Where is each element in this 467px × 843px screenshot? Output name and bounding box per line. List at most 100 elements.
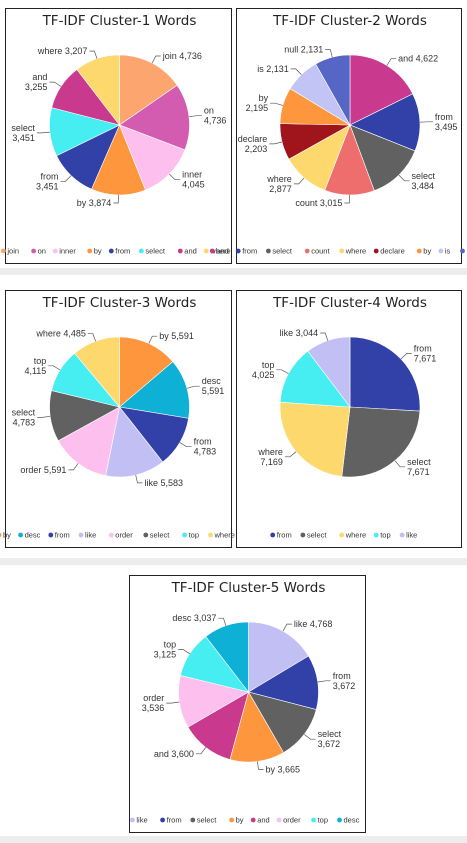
data-label-from: from 3,672 <box>333 671 356 691</box>
pie-slice-where <box>279 401 351 477</box>
legend-marker <box>130 817 135 823</box>
legend-marker <box>139 248 144 254</box>
legend-item-select: select <box>190 816 217 825</box>
chart-title: TF-IDF Cluster-3 Words <box>42 295 197 311</box>
legend-item-desc: desc <box>18 531 41 540</box>
legend-label: inner <box>59 247 76 256</box>
data-label-like: like 3,044 <box>280 328 319 338</box>
data-label-and: and 3,255 <box>25 72 48 92</box>
pie-slice-top <box>279 350 351 408</box>
data-label-select: select 7,671 <box>407 457 431 477</box>
legend-marker <box>182 532 188 538</box>
legend-item-from: from <box>235 247 257 256</box>
legend-label: from <box>115 247 130 256</box>
legend-marker <box>87 248 93 254</box>
legend-item-where: where <box>339 531 366 540</box>
legend-item-top: top <box>311 816 328 825</box>
legend-item-where: where <box>203 247 231 256</box>
legend-marker <box>339 248 345 254</box>
legend-label: where <box>209 247 230 256</box>
leader-line-by <box>113 194 119 204</box>
data-label-by: by 5,591 <box>159 331 194 341</box>
data-label-inner: inner 4,045 <box>182 170 205 190</box>
leader-line-select <box>36 131 50 134</box>
data-label-where: where 3,207 <box>37 46 88 56</box>
leader-line-like <box>135 475 143 484</box>
cluster-2-chart: TF-IDF Cluster-2 Words and 4,622 from 3,495… <box>209 13 467 256</box>
pie-slice-select <box>341 406 421 478</box>
legend-label: from <box>277 531 292 540</box>
legend-marker <box>1 248 6 254</box>
legend-label: join <box>6 247 19 256</box>
legend-label: top <box>318 816 328 825</box>
data-label-from: from 3,451 <box>36 171 59 191</box>
legend-marker <box>460 248 465 254</box>
legend-label: from <box>55 531 70 540</box>
leader-line-and <box>49 81 62 87</box>
legend-marker <box>399 532 405 538</box>
legend-item-desc: desc <box>337 816 360 825</box>
legend-label: top <box>189 531 199 540</box>
legend-label: where <box>214 531 235 540</box>
legend-item-select: select <box>139 247 166 256</box>
data-label-select: select 3,484 <box>412 171 436 191</box>
legend-item-order: order <box>108 531 133 540</box>
leader-line-on <box>188 115 202 118</box>
legend-item-and: and <box>209 247 229 256</box>
legend-marker <box>52 248 58 254</box>
legend-item-by: by <box>416 247 431 256</box>
legend-item-where: where <box>208 531 235 540</box>
leader-line-where <box>293 177 305 185</box>
legend-label: select <box>307 531 328 540</box>
leader-line-like <box>320 332 329 341</box>
legend-marker <box>373 532 379 538</box>
legend-marker <box>235 248 241 254</box>
legend-marker <box>300 532 306 538</box>
pie-slice-by <box>119 336 174 408</box>
legend-item-on: on <box>31 247 46 256</box>
legend-marker <box>339 532 345 538</box>
legend-label: top <box>380 531 390 540</box>
legend-item-and: and <box>250 816 270 825</box>
legend-marker <box>416 248 422 254</box>
legend-item-is: is <box>438 247 451 256</box>
legend-marker <box>108 248 114 254</box>
pie-slice-from <box>349 336 421 412</box>
leader-line-declare <box>269 141 283 145</box>
legend-item-from: from <box>48 531 70 540</box>
legend-label: and <box>216 247 229 256</box>
leader-line-join <box>151 55 161 64</box>
leader-line-from <box>400 353 412 360</box>
legend-item-by: by <box>0 531 11 540</box>
legend-label: select <box>150 531 171 540</box>
legend-marker <box>208 532 213 538</box>
legend-label: and <box>257 816 270 825</box>
data-label-where: where 4,485 <box>35 329 86 339</box>
pie-slice-from <box>349 93 421 152</box>
legend-label: by <box>3 531 11 540</box>
legend-item-top: top <box>373 531 391 540</box>
data-label-and: and 3,600 <box>154 749 194 759</box>
data-label-top: top 3,125 <box>154 640 177 660</box>
legend-marker <box>78 532 84 538</box>
leader-line-top <box>48 365 61 371</box>
legend-marker <box>304 248 310 254</box>
pie-slice-inner <box>118 124 186 191</box>
separator-band <box>0 836 467 843</box>
legend-label: desc <box>344 816 360 825</box>
legend-marker <box>270 532 276 538</box>
leader-line-from <box>179 442 192 448</box>
legend-label: where <box>345 531 366 540</box>
legend-item-top: top <box>182 531 199 540</box>
legend-label: like <box>136 816 147 825</box>
leader-line-order <box>68 463 79 471</box>
legend-marker <box>108 532 114 538</box>
legend-item-and: and <box>177 247 197 256</box>
pie-slice-desc <box>118 361 190 419</box>
leader-line-where <box>284 451 297 458</box>
legend-marker <box>31 248 36 254</box>
legend-marker <box>18 532 23 538</box>
data-label-from: from 4,783 <box>194 437 217 457</box>
legend-item-select: select <box>266 247 293 256</box>
data-label-from: from 7,671 <box>414 344 437 364</box>
